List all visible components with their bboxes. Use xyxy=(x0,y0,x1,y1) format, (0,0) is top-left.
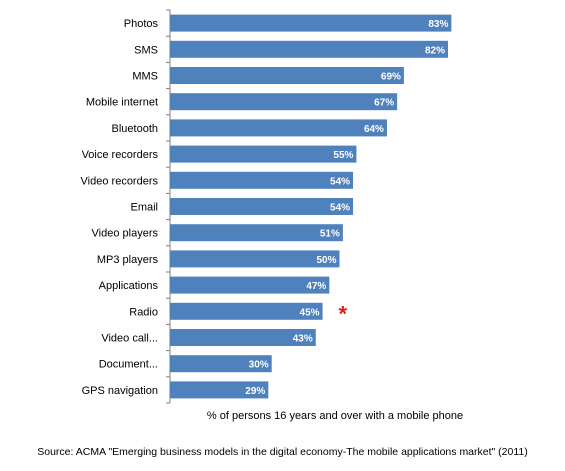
bar-video-call xyxy=(170,329,316,346)
value-label: 50% xyxy=(316,255,336,266)
category-label: Voice recorders xyxy=(82,149,159,161)
value-label: 45% xyxy=(300,307,320,318)
value-label: 54% xyxy=(330,176,350,187)
value-label: 83% xyxy=(428,19,448,30)
category-label: SMS xyxy=(134,44,158,56)
bar-video-players xyxy=(170,224,343,242)
source-note: Source: ACMA "Emerging business models i… xyxy=(37,446,528,458)
category-label: GPS navigation xyxy=(82,385,158,397)
category-label: Video recorders xyxy=(81,175,159,187)
value-label: 64% xyxy=(364,124,384,135)
value-label: 82% xyxy=(425,45,445,56)
category-label: Video players xyxy=(92,228,159,240)
bar-voice-recorders xyxy=(170,145,357,163)
category-label: Bluetooth xyxy=(112,123,158,135)
bar-mms xyxy=(170,67,404,84)
annotation-asterisk: * xyxy=(339,301,348,326)
category-label: Photos xyxy=(124,18,159,30)
bar-video-recorders xyxy=(170,171,354,189)
category-label: Mobile internet xyxy=(86,97,158,109)
category-label: MP3 players xyxy=(97,254,159,266)
category-label: Video call... xyxy=(101,333,158,345)
value-label: 69% xyxy=(381,72,401,83)
bar-gps-navigation xyxy=(170,381,269,399)
category-label: Applications xyxy=(99,280,159,292)
category-label: Radio xyxy=(129,306,158,318)
bar-bluetooth xyxy=(170,119,387,137)
value-label: 54% xyxy=(330,203,350,214)
bar-photos xyxy=(170,14,452,32)
value-label: 30% xyxy=(249,360,269,371)
bar-sms xyxy=(170,40,448,58)
category-label: MMS xyxy=(132,71,158,83)
bar-mp3-players xyxy=(170,250,340,268)
bar-applications xyxy=(170,276,330,294)
value-label: 43% xyxy=(293,334,313,345)
value-label: 55% xyxy=(333,150,353,161)
value-label: 67% xyxy=(374,98,394,109)
category-label: Document... xyxy=(99,359,158,371)
x-axis-label: % of persons 16 years and over with a mo… xyxy=(206,410,464,422)
bar-mobile-internet xyxy=(170,93,398,111)
bar-email xyxy=(170,198,354,215)
category-label: Email xyxy=(130,202,158,214)
value-label: 51% xyxy=(320,229,340,240)
bar-radio xyxy=(170,302,323,320)
bar-document xyxy=(170,355,272,373)
value-label: 47% xyxy=(306,281,326,292)
value-label: 29% xyxy=(245,386,265,397)
